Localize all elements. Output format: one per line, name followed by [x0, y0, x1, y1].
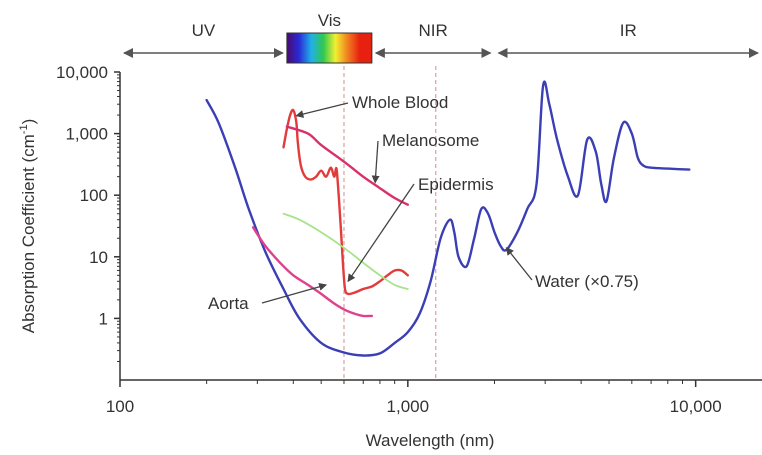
- y-axis-title-close: ): [19, 119, 38, 125]
- y-tick-label: 1,000: [65, 125, 108, 144]
- x-tick-group: 100 1,000 10,000: [106, 380, 722, 416]
- series-group: [205, 80, 691, 357]
- y-tick-label: 1: [99, 309, 108, 328]
- wavelength-region-bar: UV Vis NIR IR: [123, 11, 759, 64]
- series-line-epidermis: [282, 212, 409, 290]
- x-tick-label: 10,000: [670, 397, 722, 416]
- annotation-label-aorta: Aorta: [208, 294, 249, 313]
- annotation-label-melanosome: Melanosome: [382, 131, 479, 150]
- series-line-whole-blood: [282, 108, 409, 296]
- series-line-melanosome: [285, 125, 409, 206]
- divider-lines: [343, 66, 437, 380]
- y-tick-label: 100: [80, 186, 108, 205]
- x-tick-label: 100: [106, 397, 134, 416]
- x-axis-title: Wavelength (nm): [366, 431, 495, 450]
- annotation-arrow-water: [505, 247, 533, 281]
- y-tick-label: 10: [89, 248, 108, 267]
- region-label-uv: UV: [192, 21, 216, 40]
- series-line-water: [205, 80, 691, 357]
- y-tick-label: 10,000: [56, 63, 108, 82]
- annotation-arrow-whole-blood: [295, 102, 349, 118]
- y-axis-title-superscript: -1: [18, 124, 30, 134]
- annotation-label-epidermis: Epidermis: [418, 175, 494, 194]
- visible-spectrum-bar: [286, 32, 373, 64]
- region-label-nir: NIR: [419, 21, 448, 40]
- plot-axes: [119, 72, 762, 381]
- region-label-vis: Vis: [318, 11, 341, 30]
- annotation-group: Water (×0.75) Whole Blood Melanosome Epider…: [208, 93, 639, 313]
- series-line-aorta: [251, 226, 374, 318]
- y-axis-title: Absorption Coefficient (cm-1): [18, 119, 38, 334]
- region-label-ir: IR: [620, 21, 637, 40]
- annotation-label-whole-blood: Whole Blood: [352, 93, 448, 112]
- y-axis-title-main: Absorption Coefficient (cm: [19, 134, 38, 333]
- annotation-label-water: Water (×0.75): [535, 272, 639, 291]
- annotation-arrow-melanosome: [371, 140, 380, 184]
- annotation-arrow-aorta: [261, 282, 328, 304]
- y-tick-group: 1 10 100 1,000 10,000: [56, 63, 120, 362]
- x-tick-label: 1,000: [387, 397, 430, 416]
- annotation-arrow-epidermis: [347, 183, 415, 283]
